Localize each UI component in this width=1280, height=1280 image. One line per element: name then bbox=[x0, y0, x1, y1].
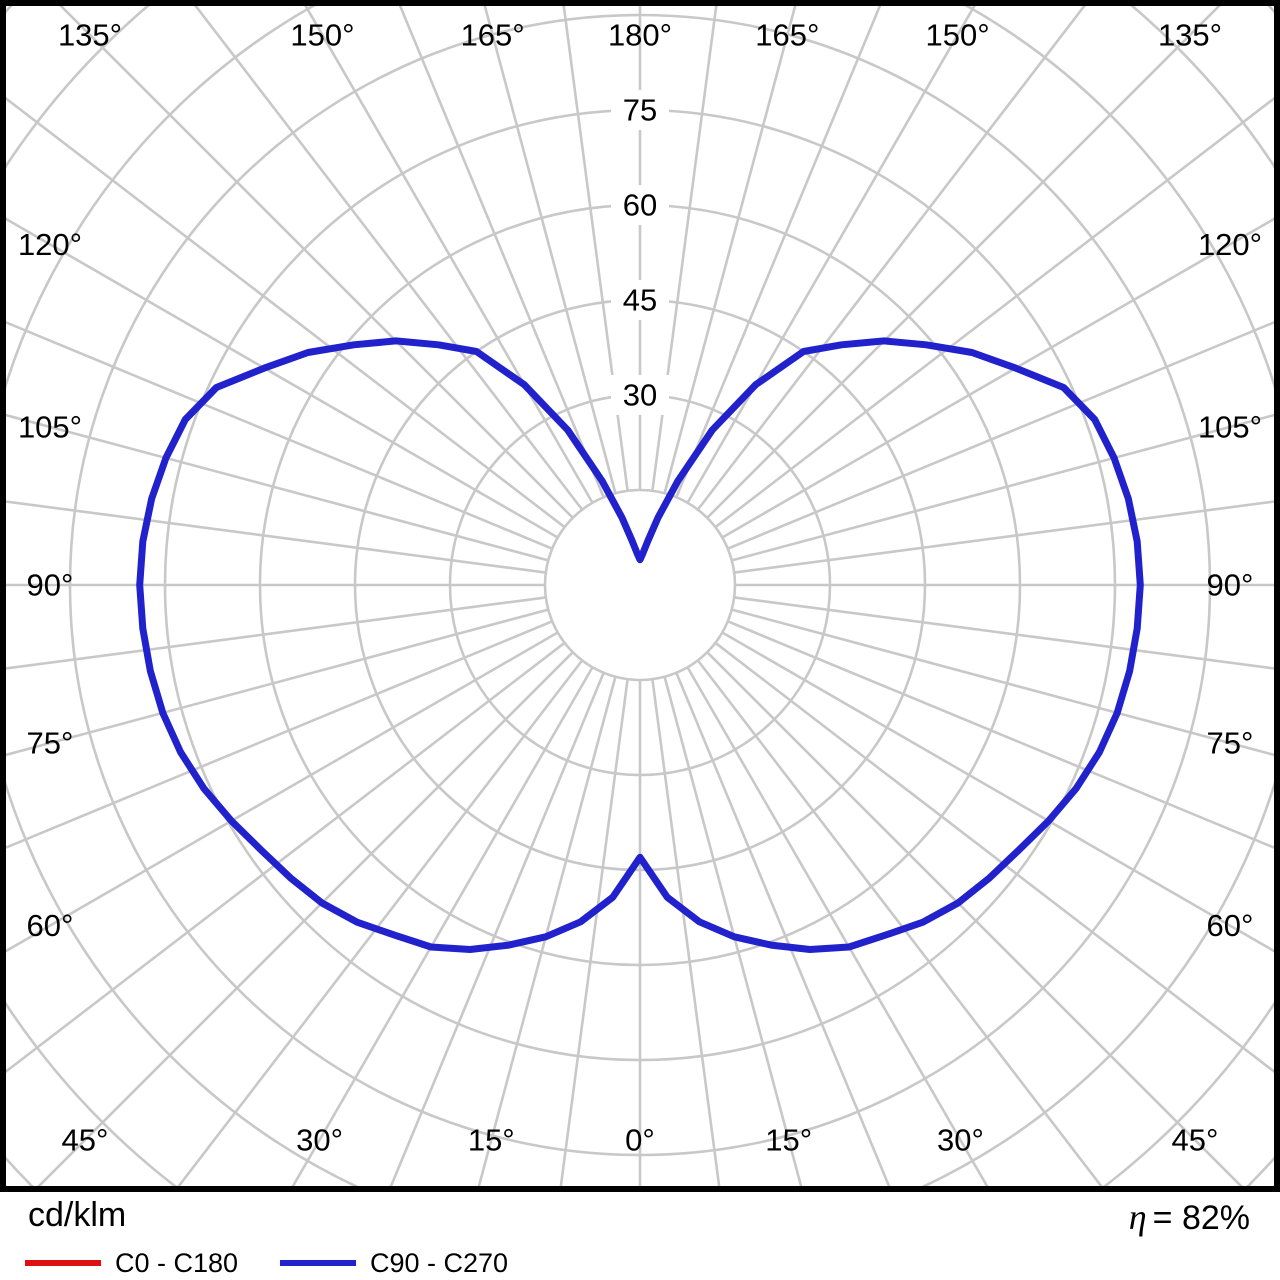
polar-grid-spoke bbox=[5, 620, 553, 850]
polar-grid-spoke bbox=[696, 5, 1087, 511]
angle-tick-label: 180° bbox=[608, 18, 672, 53]
legend-item-c0-c180: C0 - C180 bbox=[25, 1248, 238, 1278]
polar-grid: 30 45 60 75 bbox=[5, 5, 1275, 1187]
polar-grid-spoke bbox=[675, 5, 882, 498]
chart-frame-border bbox=[0, 0, 1280, 1192]
polar-grid-spoke bbox=[193, 5, 584, 511]
angle-tick-label: 150° bbox=[925, 18, 989, 53]
polar-grid-spoke bbox=[176, 659, 584, 1187]
polar-grid-spoke bbox=[5, 641, 566, 1074]
radial-tick-label: 60 bbox=[623, 188, 657, 223]
polar-grid-spoke bbox=[5, 320, 553, 550]
polar-grid-spoke bbox=[663, 5, 797, 494]
polar-grid-spoke bbox=[389, 672, 605, 1187]
polar-grid-spoke bbox=[477, 676, 617, 1187]
angle-tick-label: 60° bbox=[1207, 908, 1254, 943]
polar-grid-spoke bbox=[727, 320, 1275, 550]
angle-tick-label: 0° bbox=[625, 1123, 655, 1158]
angle-tick-label: 75° bbox=[1207, 726, 1254, 761]
polar-grid-spoke bbox=[303, 5, 594, 504]
polar-grid-spoke bbox=[5, 596, 546, 670]
radial-tick-label-box bbox=[611, 375, 669, 415]
polar-grid-spoke bbox=[36, 651, 574, 1187]
polar-grid-spoke bbox=[651, 5, 718, 491]
polar-grid-spoke bbox=[5, 413, 549, 562]
angle-tick-label: 165° bbox=[755, 18, 819, 53]
polar-grid-spoke bbox=[686, 666, 990, 1187]
angle-tick-label: 15° bbox=[765, 1123, 812, 1158]
efficiency-value: = 82% bbox=[1152, 1199, 1250, 1237]
legend-label-c0-c180: C0 - C180 bbox=[115, 1248, 239, 1278]
polar-chart-area: 30 45 60 75 0° 15° 15° 30° 30° 45° 45° 60° 60° 75° 75°… bbox=[0, 0, 1280, 1192]
radial-tick-label-box bbox=[611, 90, 669, 130]
polar-grid-spoke bbox=[398, 5, 605, 498]
polar-grid-spoke bbox=[714, 96, 1275, 529]
polar-grid-spoke bbox=[5, 500, 546, 574]
polar-grid-spoke bbox=[696, 659, 1104, 1187]
radial-tick-label: 45 bbox=[623, 283, 657, 318]
polar-grid-spoke bbox=[562, 5, 629, 491]
polar-grid-spoke bbox=[686, 5, 977, 504]
angle-tick-label: 105° bbox=[1198, 409, 1262, 444]
polar-grid-spoke bbox=[675, 672, 891, 1187]
angle-tick-label: 120° bbox=[18, 227, 82, 262]
polar-grid-spoke bbox=[731, 413, 1275, 562]
angle-tick-label: 60° bbox=[27, 908, 74, 943]
polar-grid-spoke bbox=[727, 620, 1275, 850]
angle-tick-label: 30° bbox=[296, 1123, 343, 1158]
angle-tick-label: 135° bbox=[58, 18, 122, 53]
units-label: cd/klm bbox=[28, 1196, 127, 1234]
legend-line-c90-c270-icon bbox=[280, 1260, 356, 1266]
radial-tick-label: 75 bbox=[623, 93, 657, 128]
angle-tick-label: 45° bbox=[1172, 1123, 1219, 1158]
angle-tick-label: 150° bbox=[290, 18, 354, 53]
polar-grid-spoke bbox=[290, 666, 594, 1187]
radial-tick-label-box bbox=[611, 280, 669, 320]
polar-grid-spoke bbox=[663, 676, 803, 1187]
chart-legend: C0 - C180 C90 - C270 bbox=[0, 1248, 1280, 1278]
polar-grid-spoke bbox=[721, 631, 1275, 954]
angle-tick-label: 30° bbox=[937, 1123, 984, 1158]
angle-tick-label: 120° bbox=[1198, 227, 1262, 262]
polar-grid-spoke bbox=[483, 5, 617, 494]
polar-grid-spoke bbox=[5, 608, 549, 757]
legend-label-c90-c270: C90 - C270 bbox=[370, 1248, 509, 1278]
polar-grid-spoke bbox=[5, 96, 566, 529]
angle-tick-label: 45° bbox=[62, 1123, 109, 1158]
legend-line-c0-c180-icon bbox=[25, 1260, 101, 1266]
angle-tick-label: 165° bbox=[461, 18, 525, 53]
efficiency-label: η = 82% bbox=[1129, 1196, 1250, 1238]
angle-tick-label: 90° bbox=[27, 568, 74, 603]
radial-tick-label: 30 bbox=[623, 378, 657, 413]
polar-grid-spoke bbox=[706, 651, 1244, 1187]
polar-grid-spoke bbox=[651, 679, 721, 1187]
polar-grid-spoke bbox=[721, 216, 1275, 539]
polar-grid-spoke bbox=[58, 5, 574, 519]
polar-grid-spoke bbox=[706, 5, 1222, 519]
eta-symbol: η bbox=[1128, 1197, 1147, 1237]
angle-tick-label: 105° bbox=[18, 409, 82, 444]
polar-chart: 30 45 60 75 0° 15° 15° 30° 30° 45° 45° 60° 60° 75° 75°… bbox=[0, 0, 1280, 1192]
radial-tick-label-box bbox=[611, 185, 669, 225]
legend-item-c90-c270: C90 - C270 bbox=[280, 1248, 508, 1278]
polar-grid-spoke bbox=[5, 216, 559, 539]
intensity-curve-c90-c270 bbox=[136, 337, 1144, 953]
polar-grid-spoke bbox=[5, 631, 559, 954]
angle-tick-label: 15° bbox=[468, 1123, 515, 1158]
polar-grid-spoke bbox=[714, 641, 1275, 1074]
polar-grid-spoke bbox=[559, 679, 629, 1187]
polar-grid-ring bbox=[543, 488, 737, 682]
angle-tick-label: 75° bbox=[27, 726, 74, 761]
angle-tick-label: 90° bbox=[1207, 568, 1254, 603]
polar-grid-spoke bbox=[731, 608, 1275, 757]
polar-grid-spoke bbox=[734, 596, 1275, 670]
polar-grid-spoke bbox=[734, 500, 1275, 574]
angle-tick-label: 135° bbox=[1158, 18, 1222, 53]
